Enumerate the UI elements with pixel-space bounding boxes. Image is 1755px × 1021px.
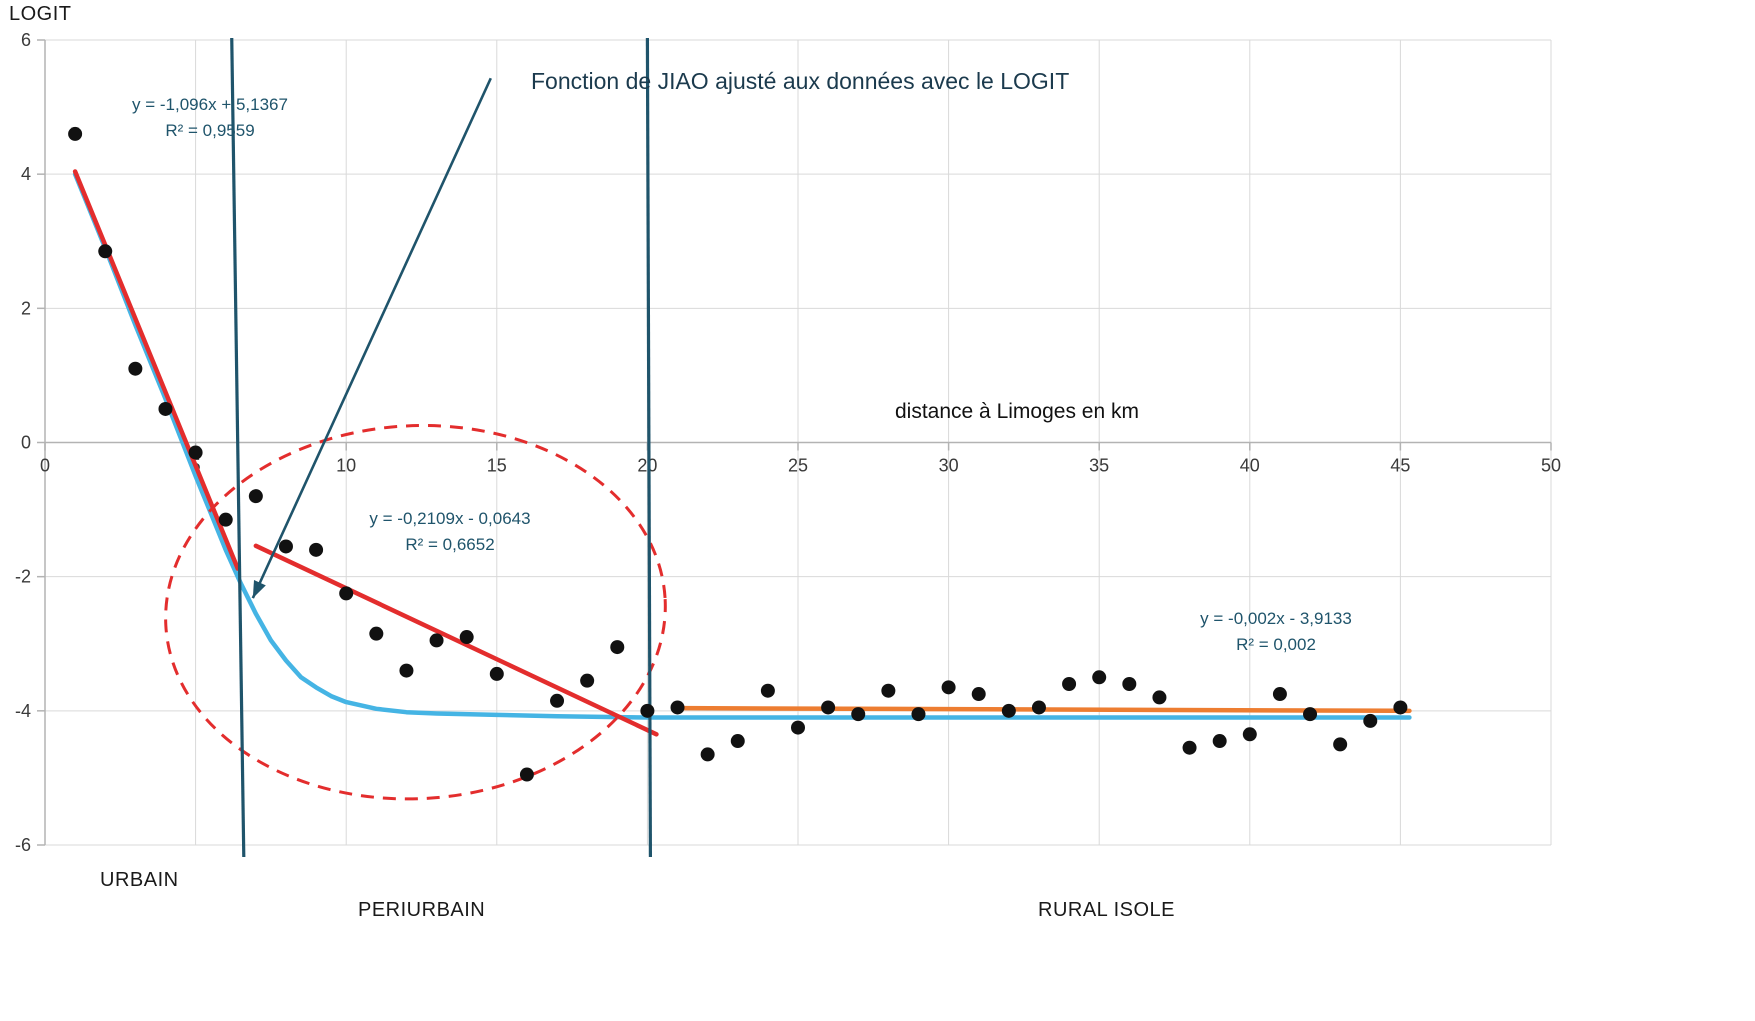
svg-text:30: 30: [939, 455, 959, 475]
equation-periurbain-r2: R² = 0,6652: [405, 534, 495, 554]
trend-lines: [72, 169, 1412, 737]
equation-periurbain-formula: y = -0,2109x - 0,0643: [369, 509, 531, 528]
equation-urbain-r2: R² = 0,9559: [165, 120, 255, 140]
svg-text:50: 50: [1541, 455, 1561, 475]
svg-text:-2: -2: [15, 567, 31, 587]
x-axis-label: distance à Limoges en km: [895, 400, 1139, 423]
zone-label-periurbain: PERIURBAIN: [358, 899, 486, 921]
zone-label-urbain: URBAIN: [100, 869, 179, 891]
equation-rural: y = -0,002x - 3,9133 R² = 0,002: [1146, 606, 1406, 657]
equation-rural-r2: R² = 0,002: [1236, 634, 1316, 654]
equation-urbain-formula: y = -1,096x + 5,1367: [132, 95, 288, 114]
arrow-annotation: [251, 77, 492, 599]
trend-line-rural: [681, 705, 1412, 714]
svg-text:10: 10: [336, 455, 356, 475]
svg-text:-6: -6: [15, 835, 31, 855]
svg-text:35: 35: [1089, 455, 1109, 475]
equation-urbain: y = -1,096x + 5,1367 R² = 0,9559: [85, 92, 335, 143]
svg-text:15: 15: [487, 455, 507, 475]
svg-text:0: 0: [21, 432, 31, 452]
trend-line-periurbain: [253, 543, 659, 737]
svg-text:40: 40: [1240, 455, 1260, 475]
jiao-curve: [72, 171, 1412, 720]
zone-label-rural-isole: RURAL ISOLE: [1038, 899, 1176, 921]
ellipse-annotation: [164, 424, 667, 801]
svg-text:0: 0: [40, 455, 50, 475]
svg-text:2: 2: [21, 298, 31, 318]
boundary-lines: [230, 37, 653, 858]
chart-title: Fonction de JIAO ajusté aux données avec…: [531, 68, 1070, 94]
svg-text:-4: -4: [15, 701, 31, 721]
equation-periurbain: y = -0,2109x - 0,0643 R² = 0,6652: [325, 506, 575, 557]
y-axis-title: LOGIT: [9, 3, 72, 25]
trend-line-urbain: [72, 169, 241, 571]
svg-text:45: 45: [1390, 455, 1410, 475]
svg-text:4: 4: [21, 164, 31, 184]
scatter-points: [68, 126, 1408, 782]
svg-text:6: 6: [21, 30, 31, 50]
svg-text:25: 25: [788, 455, 808, 475]
equation-rural-formula: y = -0,002x - 3,9133: [1200, 609, 1352, 628]
